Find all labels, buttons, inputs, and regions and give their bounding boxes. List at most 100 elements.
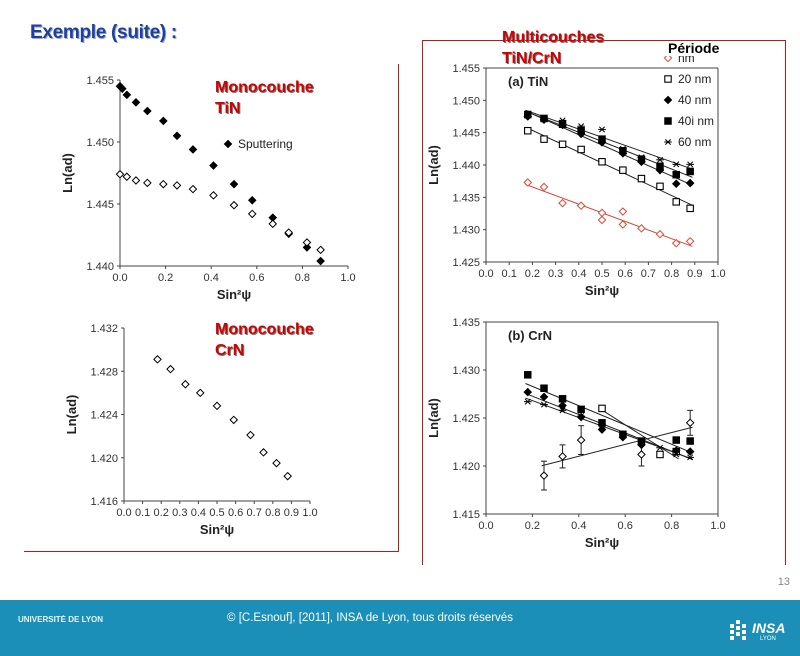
y-tick-label: 1.435 bbox=[452, 317, 480, 329]
data-point bbox=[598, 421, 606, 428]
x-tick-label: 1.0 bbox=[302, 507, 317, 519]
data-point bbox=[671, 238, 681, 248]
data-point bbox=[302, 238, 312, 247]
y-tick-label: 1.440 bbox=[86, 261, 114, 273]
data-point bbox=[558, 452, 567, 461]
data-point bbox=[655, 229, 665, 239]
data-point bbox=[686, 454, 694, 461]
legend-marker bbox=[664, 75, 672, 83]
data-point bbox=[598, 126, 606, 133]
data-point bbox=[619, 431, 627, 438]
x-tick-label: 0.2 bbox=[525, 520, 540, 532]
data-point bbox=[656, 182, 664, 191]
data-point bbox=[272, 458, 281, 468]
data-point bbox=[143, 178, 152, 188]
data-point bbox=[685, 447, 695, 456]
x-tick-label: 0.0 bbox=[116, 507, 131, 519]
data-point bbox=[122, 172, 132, 182]
x-tick-label: 0.1 bbox=[502, 268, 517, 280]
data-point bbox=[672, 198, 680, 206]
series bbox=[523, 110, 694, 168]
data-point bbox=[131, 98, 141, 107]
fit-line bbox=[525, 110, 693, 178]
footer-bar: UNIVERSITÉ DE LYON © [C.Esnouf], [2011],… bbox=[0, 600, 800, 656]
y-tick-label: 1.420 bbox=[90, 453, 118, 465]
insa-logo-subtext: LYON bbox=[760, 636, 776, 642]
data-point bbox=[524, 371, 532, 379]
data-point bbox=[188, 145, 198, 154]
chart-multicouches-a-tin: 0.0 0.1 0.2 0.3 0.4 0.5 0.6 0.7 0.8 0.9 1.0 1.425 1.… bbox=[426, 56, 726, 298]
data-point bbox=[558, 401, 567, 410]
data-point bbox=[268, 219, 278, 229]
y-axis-label: Ln(ad) bbox=[426, 145, 441, 185]
data-point bbox=[672, 451, 681, 458]
annotation-monocouche-tin: Monocouche TiN bbox=[215, 79, 314, 117]
data-point bbox=[172, 181, 182, 190]
data-point bbox=[558, 117, 567, 124]
y-tick-label: 1.430 bbox=[452, 365, 480, 377]
data-point bbox=[686, 437, 694, 445]
x-tick-label: 0.8 bbox=[664, 268, 679, 280]
data-point bbox=[637, 450, 646, 459]
data-point bbox=[159, 179, 168, 189]
y-axis-label: Ln(ad) bbox=[426, 398, 441, 438]
data-point bbox=[524, 126, 532, 135]
series bbox=[115, 169, 325, 255]
x-tick-label: 1.0 bbox=[710, 268, 725, 280]
data-point bbox=[656, 450, 664, 459]
data-point bbox=[671, 179, 681, 189]
x-tick-label: 0.8 bbox=[265, 507, 280, 519]
data-point bbox=[540, 384, 548, 392]
series bbox=[524, 126, 694, 213]
y-tick-label: 1.435 bbox=[452, 192, 480, 204]
x-axis-label: Sin²ψ bbox=[217, 287, 251, 302]
x-tick-label: 0.3 bbox=[548, 268, 563, 280]
legend-marker bbox=[664, 138, 672, 146]
x-tick-label: 0.9 bbox=[687, 268, 702, 280]
axes: 0.0 0.1 0.2 0.3 0.4 0.5 0.6 0.7 0.8 0.9 1.0 1.425 1.… bbox=[426, 63, 726, 298]
data-point bbox=[577, 145, 585, 154]
x-tick-label: 0.5 bbox=[594, 268, 609, 280]
x-tick-label: 0.0 bbox=[478, 520, 493, 532]
data-point bbox=[539, 471, 549, 480]
data-point bbox=[672, 170, 680, 179]
x-tick-label: 0.7 bbox=[247, 507, 262, 519]
data-point bbox=[540, 401, 548, 408]
axes: 0.0 0.2 0.4 0.6 0.8 1.0 1.440 1.445 1.450 1.455 Si… bbox=[60, 75, 356, 302]
y-tick-label: 1.455 bbox=[86, 75, 114, 87]
chart-monocouche-tin: 0.0 0.2 0.4 0.6 0.8 1.0 1.440 1.445 1.450 1.455 Si… bbox=[60, 75, 356, 302]
data-point bbox=[143, 106, 152, 116]
x-tick-label: 0.1 bbox=[135, 507, 150, 519]
chart-title: (b) CrN bbox=[508, 328, 552, 343]
series bbox=[523, 178, 695, 248]
y-tick-label: 1.440 bbox=[452, 160, 480, 172]
x-tick-label: 0.5 bbox=[209, 507, 224, 519]
data-point bbox=[229, 179, 239, 189]
y-tick-label: 1.445 bbox=[452, 128, 480, 140]
data-point bbox=[576, 201, 586, 211]
x-axis-label: Sin²ψ bbox=[200, 522, 234, 537]
x-tick-label: 0.6 bbox=[618, 268, 633, 280]
data-point bbox=[558, 407, 567, 414]
legend-label: nm bbox=[678, 56, 695, 65]
insa-logo-icon bbox=[730, 620, 746, 640]
page-number: 13 bbox=[777, 576, 790, 588]
legend-label: 20 nm bbox=[678, 72, 711, 86]
x-tick-label: 0.4 bbox=[571, 520, 586, 532]
fit-line bbox=[525, 126, 693, 206]
data-point bbox=[656, 444, 664, 451]
data-point bbox=[284, 228, 294, 237]
data-point bbox=[558, 140, 567, 149]
data-point bbox=[597, 425, 607, 434]
slide-title: Exemple (suite) : bbox=[30, 22, 177, 43]
data-point bbox=[598, 158, 606, 166]
fit-line bbox=[525, 110, 693, 186]
y-tick-label: 1.455 bbox=[452, 63, 480, 75]
y-tick-label: 1.445 bbox=[86, 199, 114, 211]
y-tick-label: 1.425 bbox=[452, 413, 480, 425]
x-tick-label: 0.4 bbox=[571, 268, 586, 280]
legend-label: 60 nm bbox=[678, 135, 711, 149]
y-tick-label: 1.425 bbox=[452, 257, 480, 269]
data-point bbox=[316, 256, 325, 266]
data-point bbox=[247, 209, 257, 219]
